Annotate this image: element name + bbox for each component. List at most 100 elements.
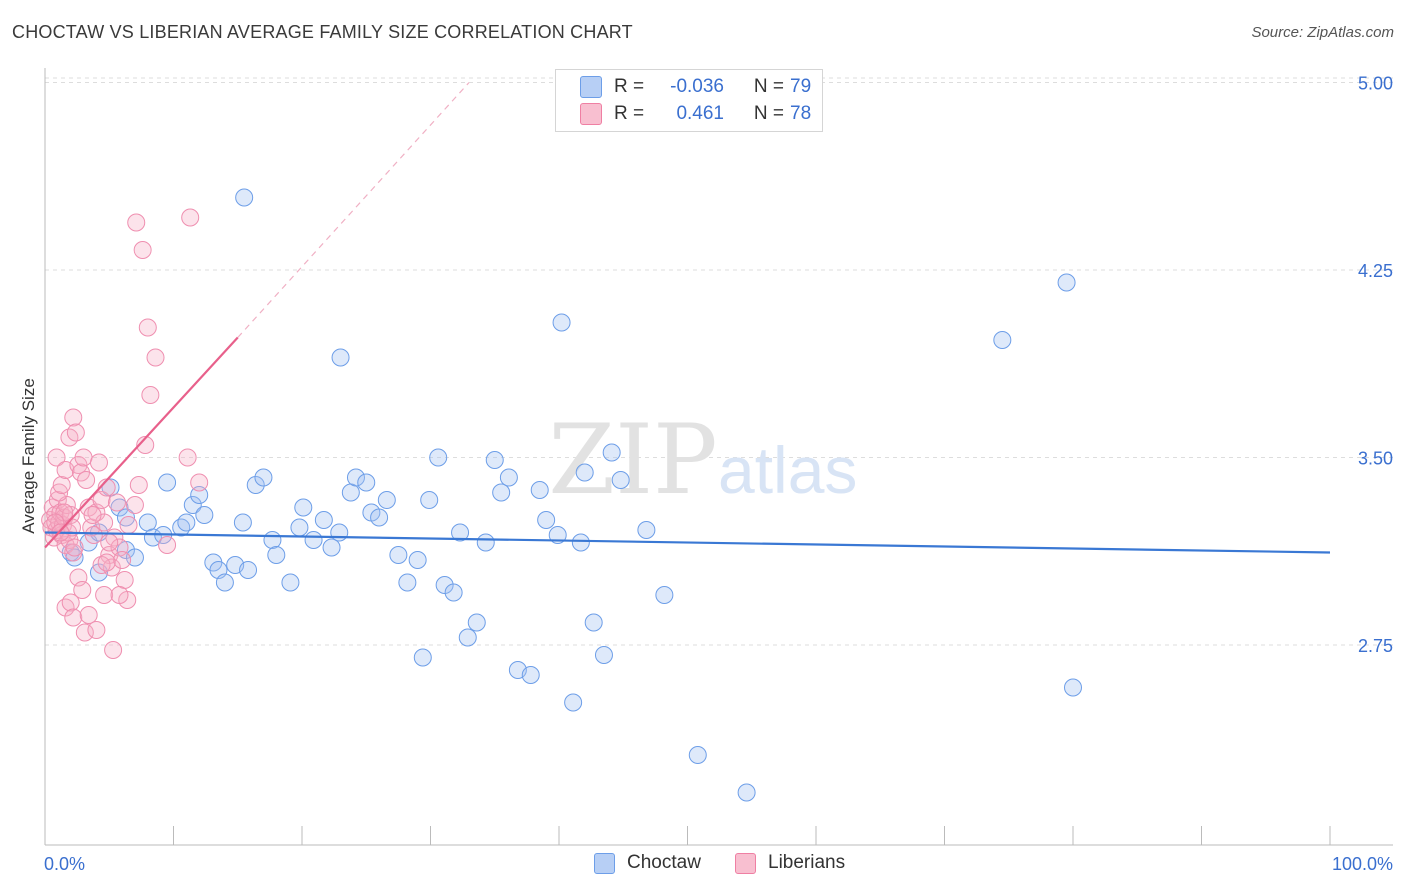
liberians-point — [133, 241, 152, 259]
liberians-point — [61, 593, 80, 612]
choctaw-point — [239, 561, 258, 579]
legend-n-label: N = — [753, 103, 784, 124]
choctaw-point — [429, 448, 448, 467]
legend-row-choctaw: R = -0.036 N = 79 — [580, 75, 811, 99]
y-tick-label: 4.25 — [1358, 261, 1393, 281]
x-tick-label-max: 100.0% — [1332, 854, 1393, 874]
choctaw-legend-swatch — [594, 852, 615, 874]
choctaw-point — [993, 331, 1012, 349]
liberians-point — [79, 606, 98, 624]
choctaw-point — [370, 508, 389, 527]
choctaw-point — [281, 573, 300, 592]
liberians-point — [64, 608, 83, 627]
choctaw-point — [398, 573, 417, 592]
choctaw-point — [195, 506, 214, 524]
chart-title: CHOCTAW VS LIBERIAN AVERAGE FAMILY SIZE … — [12, 22, 633, 42]
x-tick-label-min: 0.0% — [44, 854, 85, 874]
choctaw-point — [499, 468, 518, 487]
choctaw-point — [637, 521, 656, 539]
choctaw-point — [537, 511, 556, 529]
liberians-legend-swatch — [735, 852, 756, 874]
choctaw-point — [575, 463, 594, 482]
y-axis-label: Average Family Size — [19, 378, 38, 534]
y-tick-label: 5.00 — [1358, 74, 1393, 94]
legend-r-label: R = — [614, 103, 645, 124]
liberians-point — [119, 516, 138, 534]
legend-n-label: N = — [753, 76, 784, 97]
liberians-point — [52, 476, 71, 494]
choctaw-point — [492, 483, 511, 502]
liberians-point — [100, 533, 119, 552]
choctaw-point — [263, 531, 282, 549]
liberians-point — [115, 571, 134, 589]
choctaw-point — [290, 518, 309, 537]
choctaw-point — [467, 613, 486, 632]
choctaw-point — [177, 513, 196, 532]
choctaw-point — [602, 443, 621, 462]
liberians-point — [102, 558, 121, 577]
choctaw-trend-line — [44, 531, 1331, 554]
liberians-point — [110, 586, 129, 604]
liberians-point — [65, 538, 84, 557]
choctaw-point — [413, 648, 432, 667]
choctaw-point — [294, 498, 313, 517]
liberians-legend-label: Liberians — [768, 852, 846, 873]
liberians-n-value: 78 — [790, 103, 812, 124]
choctaw-point — [331, 348, 350, 367]
bottom-legend-liberians: Liberians — [735, 852, 845, 874]
choctaw-point — [458, 628, 477, 647]
liberians-point — [75, 623, 94, 642]
choctaw-r-value: -0.036 — [670, 76, 724, 97]
liberians-point — [73, 581, 92, 599]
liberians-point — [146, 348, 165, 367]
bottom-legend-choctaw: Choctaw — [594, 852, 701, 874]
choctaw-point — [254, 468, 273, 487]
choctaw-point — [267, 546, 286, 564]
choctaw-point — [594, 646, 613, 664]
liberians-point — [56, 598, 75, 617]
choctaw-point — [444, 583, 463, 602]
choctaw-point — [521, 666, 540, 684]
liberians-point — [181, 208, 200, 227]
choctaw-point — [435, 576, 454, 594]
liberians-point — [77, 471, 96, 489]
choctaw-point — [172, 518, 191, 537]
liberians-point — [74, 448, 93, 467]
correlation-legend: R = -0.036 N = 79 R = 0.461 N = 78 — [555, 69, 823, 132]
choctaw-point — [377, 491, 396, 509]
liberians-point — [127, 213, 146, 232]
liberians-point — [113, 551, 132, 569]
liberians-point — [97, 553, 116, 572]
liberians-point — [55, 503, 74, 522]
choctaw-point — [183, 496, 202, 514]
choctaw-point — [357, 473, 376, 492]
choctaw-point — [552, 313, 571, 332]
y-tick-label: 3.50 — [1358, 449, 1393, 469]
legend-row-liberians: R = 0.461 N = 78 — [580, 102, 811, 126]
choctaw-point — [611, 471, 630, 489]
liberians-point — [141, 386, 160, 404]
choctaw-point — [408, 551, 427, 569]
choctaw-point — [389, 546, 408, 564]
liberians-swatch — [580, 103, 602, 125]
liberians-point — [125, 496, 144, 514]
y-tick-label: 2.75 — [1358, 636, 1393, 656]
watermark-zip: ZIP — [548, 404, 717, 516]
choctaw-point — [215, 573, 234, 592]
choctaw-point — [341, 483, 360, 502]
liberians-point — [158, 536, 177, 554]
choctaw-point — [246, 476, 265, 494]
choctaw-point — [564, 693, 583, 712]
choctaw-point — [420, 491, 439, 509]
liberians-point — [46, 513, 65, 532]
choctaw-point — [655, 586, 674, 604]
liberians-point — [66, 423, 85, 442]
choctaw-n-value: 79 — [790, 76, 812, 97]
liberians-point — [138, 318, 157, 337]
liberians-point — [89, 453, 108, 472]
liberians-trend-extension — [237, 82, 470, 338]
watermark-atlas: atlas — [718, 433, 857, 507]
choctaw-legend-label: Choctaw — [627, 852, 701, 873]
choctaw-point — [584, 613, 603, 632]
